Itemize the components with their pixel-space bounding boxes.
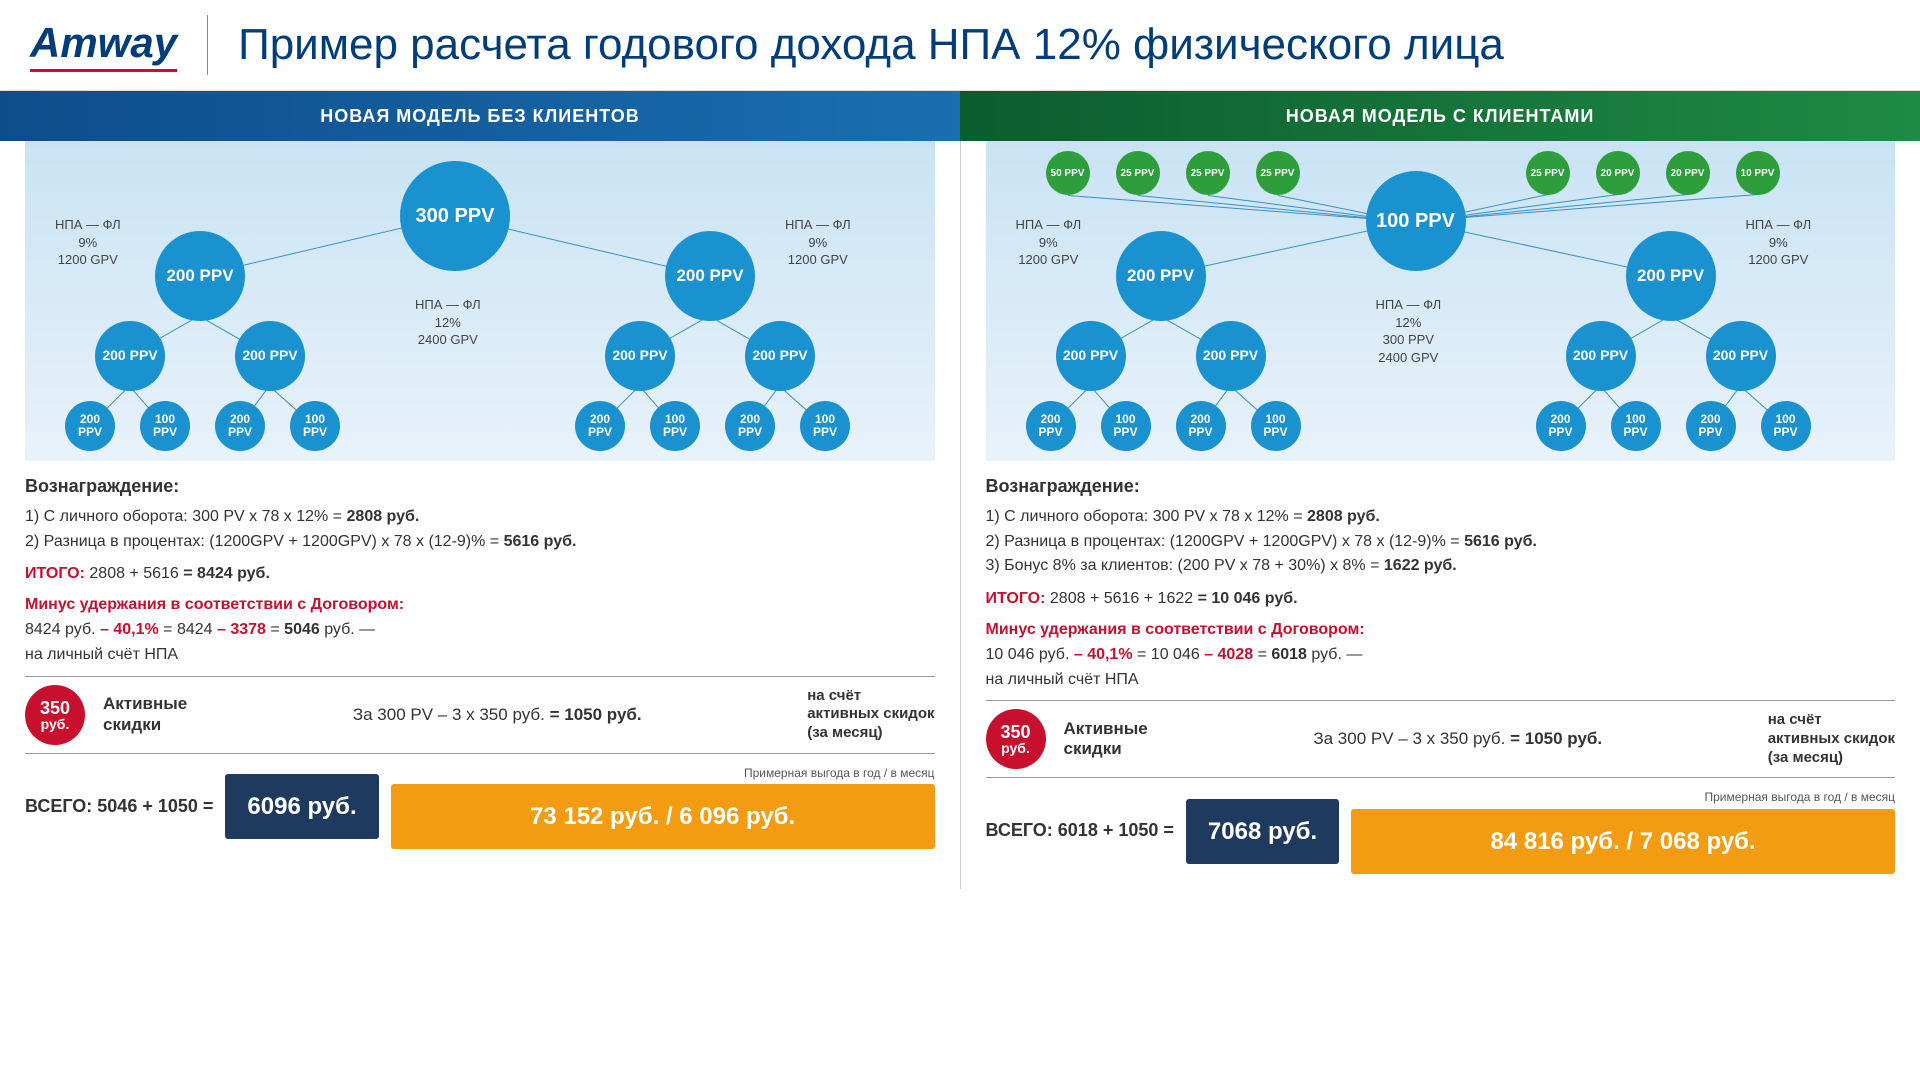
final-row: ВСЕГО: 5046 + 1050 = 6096 руб. Примерная в… — [25, 764, 935, 850]
final-box-orange: 73 152 руб. / 6 096 руб. — [391, 784, 935, 849]
final-box-blue: 6096 руб. — [225, 774, 378, 839]
discount-mid: За 300 PV – 3 x 350 руб. = 1050 руб. — [205, 702, 789, 728]
calc-total: ИТОГО: 2808 + 5616 + 1622 = 10 046 руб. — [986, 587, 1896, 612]
content: 300 PPV200 PPV200 PPV200 PPV200 PPV200 P… — [0, 141, 1920, 889]
panel-left: 300 PPV200 PPV200 PPV200 PPV200 PPV200 P… — [0, 141, 961, 889]
tree-node: 20 PPV — [1596, 151, 1640, 195]
tree-node: 100PPV — [650, 401, 700, 451]
tree-node: 20 PPV — [1666, 151, 1710, 195]
page-title: Пример расчета годового дохода НПА 12% ф… — [238, 20, 1504, 70]
tree-node: 10 PPV — [1736, 151, 1780, 195]
discount-row: 350руб. Активныескидки За 300 PV – 3 x 350… — [25, 685, 935, 745]
tree-node: 300 PPV — [400, 161, 510, 271]
calc-line: 2) Разница в процентах: (1200GPV + 1200G… — [25, 530, 935, 555]
tree-node: 100PPV — [1761, 401, 1811, 451]
tree-node: 200 PPV — [1196, 321, 1266, 391]
tree-node: 100PPV — [290, 401, 340, 451]
tree-node: 200 PPV — [1626, 231, 1716, 321]
tree-node: 200 PPV — [1116, 231, 1206, 321]
tree-label: НПА — ФЛ9%1200 GPV — [55, 216, 121, 269]
banner-right: НОВАЯ МОДЕЛЬ С КЛИЕНТАМИ — [960, 91, 1920, 141]
tree-node: 200PPV — [1026, 401, 1076, 451]
tree-node: 25 PPV — [1116, 151, 1160, 195]
tree-node: 200 PPV — [95, 321, 165, 391]
annual-label: Примерная выгода в год / в месяц — [391, 764, 935, 783]
final-left: ВСЕГО: 5046 + 1050 = — [25, 793, 213, 821]
tree-node: 200PPV — [1536, 401, 1586, 451]
annual-label: Примерная выгода в год / в месяц — [1351, 788, 1895, 807]
tree-node: 200PPV — [65, 401, 115, 451]
calc-line: 1) С личного оборота: 300 PV x 78 x 12% … — [25, 505, 935, 530]
banner-left: НОВАЯ МОДЕЛЬ БЕЗ КЛИЕНТОВ — [0, 91, 960, 141]
header: Amway Пример расчета годового дохода НПА… — [0, 0, 1920, 91]
final-box-orange: 84 816 руб. / 7 068 руб. — [1351, 809, 1895, 874]
tree-node: 200 PPV — [745, 321, 815, 391]
tree-label: НПА — ФЛ9%1200 GPV — [1746, 216, 1812, 269]
tree-node: 200 PPV — [235, 321, 305, 391]
tree-label: НПА — ФЛ12%2400 GPV — [415, 296, 481, 349]
tree-node: 200 PPV — [665, 231, 755, 321]
calc-line: 2) Разница в процентах: (1200GPV + 1200G… — [986, 530, 1896, 555]
tree-node: 200PPV — [1176, 401, 1226, 451]
tree-label: НПА — ФЛ12%300 PPV2400 GPV — [1376, 296, 1442, 366]
calc-heading: Вознаграждение: — [986, 473, 1896, 501]
tree-node: 25 PPV — [1186, 151, 1230, 195]
calc-minus-label: Минус удержания в соответствии с Договор… — [986, 618, 1896, 643]
tree-node: 100PPV — [800, 401, 850, 451]
discount-right: на счётактивных скидок(за месяц) — [807, 687, 934, 743]
tree-node: 200 PPV — [1056, 321, 1126, 391]
tree-node: 25 PPV — [1256, 151, 1300, 195]
tree-node: 200PPV — [1686, 401, 1736, 451]
final-left: ВСЕГО: 6018 + 1050 = — [986, 817, 1174, 845]
discount-mid: За 300 PV – 3 x 350 руб. = 1050 руб. — [1166, 726, 1750, 752]
tree-node: 200PPV — [575, 401, 625, 451]
tree-node: 100 PPV — [1366, 171, 1466, 271]
tree-label: НПА — ФЛ9%1200 GPV — [785, 216, 851, 269]
banner-row: НОВАЯ МОДЕЛЬ БЕЗ КЛИЕНТОВ НОВАЯ МОДЕЛЬ С… — [0, 91, 1920, 141]
calc-minus-calc: 8424 руб. – 40,1% = 8424 – 3378 = 5046 р… — [25, 618, 935, 668]
tree-node: 200PPV — [215, 401, 265, 451]
final-box-blue: 7068 руб. — [1186, 799, 1339, 864]
discount-row: 350руб. Активныескидки За 300 PV – 3 x 350… — [986, 709, 1896, 769]
calc-line: 1) С личного оборота: 300 PV x 78 x 12% … — [986, 505, 1896, 530]
tree-node: 200 PPV — [1706, 321, 1776, 391]
tree-node: 200 PPV — [155, 231, 245, 321]
calc-line: 3) Бонус 8% за клиентов: (200 PV x 78 + … — [986, 554, 1896, 579]
calc-minus-label: Минус удержания в соответствии с Договор… — [25, 593, 935, 618]
tree-node: 25 PPV — [1526, 151, 1570, 195]
discount-label: Активныескидки — [1064, 719, 1148, 760]
tree-node: 100PPV — [1611, 401, 1661, 451]
calc-total: ИТОГО: 2808 + 5616 = 8424 руб. — [25, 562, 935, 587]
tree-node: 50 PPV — [1046, 151, 1090, 195]
discount-label: Активныескидки — [103, 694, 187, 735]
discount-badge: 350руб. — [986, 709, 1046, 769]
discount-badge: 350руб. — [25, 685, 85, 745]
header-divider — [207, 15, 208, 75]
tree-node: 100PPV — [1251, 401, 1301, 451]
diagram-right: 50 PPV 25 PPV 25 PPV 25 PPV 25 PPV 20 PPV 20 P… — [986, 141, 1896, 461]
tree-node: 100PPV — [140, 401, 190, 451]
calc-right: Вознаграждение: 1) С личного оборота: 300… — [986, 461, 1896, 874]
final-row: ВСЕГО: 6018 + 1050 = 7068 руб. Примерная в… — [986, 788, 1896, 874]
tree-node: 200 PPV — [605, 321, 675, 391]
logo: Amway — [30, 19, 177, 72]
tree-node: 200PPV — [725, 401, 775, 451]
diagram-left: 300 PPV200 PPV200 PPV200 PPV200 PPV200 P… — [25, 141, 935, 461]
discount-right: на счётактивных скидок(за месяц) — [1768, 711, 1895, 767]
tree-node: 200 PPV — [1566, 321, 1636, 391]
tree-node: 100PPV — [1101, 401, 1151, 451]
calc-heading: Вознаграждение: — [25, 473, 935, 501]
calc-left: Вознаграждение: 1) С личного оборота: 300… — [25, 461, 935, 849]
panel-right: 50 PPV 25 PPV 25 PPV 25 PPV 25 PPV 20 PPV 20 P… — [961, 141, 1920, 889]
calc-minus-calc: 10 046 руб. – 40,1% = 10 046 – 4028 = 60… — [986, 643, 1896, 693]
tree-label: НПА — ФЛ9%1200 GPV — [1016, 216, 1082, 269]
